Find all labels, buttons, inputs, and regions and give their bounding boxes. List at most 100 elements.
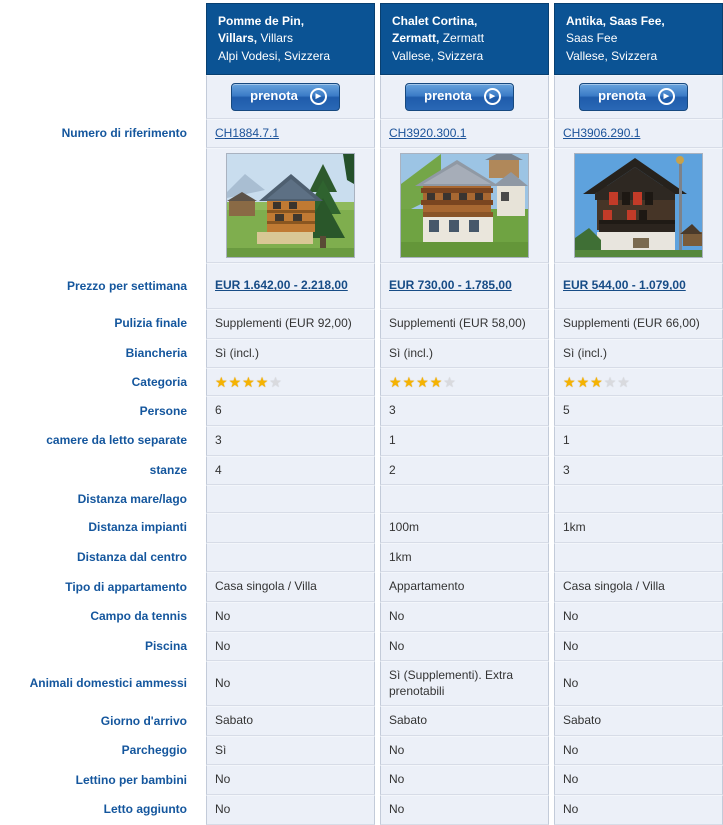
cell-text: 3	[389, 403, 396, 418]
row-label: Numero di riferimento	[61, 126, 187, 141]
value-cell: No	[206, 631, 375, 662]
value-cell: 1km	[554, 513, 723, 543]
cell-text: Sì (incl.)	[215, 345, 260, 360]
cell-text: 1km	[389, 549, 412, 564]
reference-link-2[interactable]: CH3920.300.1	[389, 125, 467, 140]
cell-text: Appartamento	[389, 579, 465, 594]
star-rating: ★★★★★	[563, 375, 631, 389]
value-cell: No	[554, 631, 723, 662]
star-empty-icon: ★	[617, 374, 631, 391]
value-cell: No	[380, 735, 549, 766]
price-link[interactable]: EUR 1.642,00 - 2.218,00	[215, 278, 348, 293]
star-filled-icon: ★	[389, 374, 403, 391]
cell-text: Sabato	[563, 713, 602, 728]
value-cell: 4	[206, 455, 375, 486]
booking-cell-1: prenota ▶	[206, 75, 375, 120]
value-cell: EUR 544,00 - 1.079,00	[554, 263, 723, 310]
value-cell: ★★★★★	[554, 368, 723, 397]
cell-text: No	[563, 675, 579, 690]
book-button-3[interactable]: prenota ▶	[579, 83, 688, 112]
cell-text: Sì (incl.)	[563, 345, 608, 360]
value-cell: 5	[554, 396, 723, 426]
value-cell: 3	[206, 425, 375, 456]
row-label: Persone	[139, 403, 187, 418]
star-rating: ★★★★★	[389, 375, 457, 389]
value-cell: No	[554, 795, 723, 825]
property-name: Antika, Saas Fee,	[566, 14, 665, 28]
row-label: Lettino per bambini	[75, 772, 187, 787]
resort-name: Saas Fee	[566, 31, 618, 46]
cell-text: No	[389, 608, 405, 623]
resort-name: Villars	[260, 31, 293, 46]
property-name: Chalet Cortina,	[392, 14, 478, 28]
booking-row: prenota ▶ prenota ▶ prenota ▶	[0, 75, 723, 120]
row-label: Pulizia finale	[114, 316, 187, 331]
comparison-rows: Prezzo per settimana EUR 1.642,00 - 2.218…	[0, 263, 723, 825]
value-cell: 2	[380, 455, 549, 486]
row-label: camere da letto separate	[46, 433, 187, 448]
cell-text: Casa singola / Villa	[563, 579, 665, 594]
booking-cell-3: prenota ▶	[554, 75, 723, 120]
arrow-right-icon: ▶	[483, 88, 501, 106]
row-label: Prezzo per settimana	[66, 278, 187, 293]
value-cell: Sì (incl.)	[554, 338, 723, 369]
cell-text: Sì (Supplementi). Extra prenotabili	[389, 668, 514, 698]
value-cell	[206, 513, 375, 543]
star-filled-icon: ★	[228, 374, 243, 391]
value-cell: No	[206, 601, 375, 632]
cell-text: 3	[563, 462, 570, 477]
cell-text: 5	[563, 403, 570, 418]
row-label: Distanza mare/lago	[77, 491, 187, 506]
value-cell: No	[206, 661, 375, 707]
cell-text: Sabato	[389, 713, 428, 728]
row-label: Biancheria	[125, 346, 187, 361]
book-button-2[interactable]: prenota ▶	[405, 83, 514, 112]
row-label: Distanza dal centro	[76, 550, 187, 565]
reference-link-1[interactable]: CH1884.7.1	[215, 125, 280, 140]
table-row: Lettino per bambini No No No	[0, 765, 723, 796]
cell-text: No	[215, 638, 231, 653]
value-cell: Supplementi (EUR 58,00)	[380, 309, 549, 339]
value-cell	[206, 485, 375, 514]
star-filled-icon: ★	[242, 374, 256, 391]
price-link[interactable]: EUR 544,00 - 1.079,00	[563, 278, 686, 293]
cell-text: No	[389, 638, 405, 653]
star-filled-icon: ★	[402, 374, 417, 391]
table-row: Campo da tennis No No No	[0, 601, 723, 632]
value-cell: 3	[380, 396, 549, 426]
row-label: Giorno d'arrivo	[100, 713, 187, 728]
book-button-1[interactable]: prenota ▶	[231, 83, 340, 112]
value-cell: No	[206, 795, 375, 825]
region-country: Alpi Vodesi, Svizzera	[218, 48, 331, 63]
reference-link-3[interactable]: CH3906.290.1	[563, 125, 641, 140]
value-cell: No	[380, 795, 549, 825]
value-cell: ★★★★★	[380, 368, 549, 397]
star-filled-icon: ★	[576, 374, 591, 391]
value-cell: Sì (incl.)	[206, 338, 375, 369]
column-header-3: Antika, Saas Fee, Saas Fee Vallese, Sviz…	[554, 3, 723, 76]
value-cell: No	[380, 631, 549, 662]
star-filled-icon: ★	[590, 374, 604, 391]
cell-text: 6	[215, 403, 222, 418]
property-photo-1[interactable]	[226, 153, 355, 259]
property-name-2: Villars,	[218, 31, 258, 46]
table-row: Distanza dal centro 1km	[0, 542, 723, 573]
value-cell: 1	[554, 425, 723, 456]
property-photo-2[interactable]	[400, 153, 529, 259]
cell-text: 1	[389, 432, 396, 447]
cell-text: 2	[389, 462, 396, 477]
star-empty-icon: ★	[269, 374, 283, 391]
value-cell	[554, 485, 723, 514]
cell-text: No	[215, 608, 231, 623]
cell-text: 4	[215, 462, 222, 477]
value-cell: 1	[380, 425, 549, 456]
cell-text: No	[563, 608, 579, 623]
price-link[interactable]: EUR 730,00 - 1.785,00	[389, 278, 512, 293]
property-photo-3[interactable]	[574, 153, 703, 259]
table-row: Prezzo per settimana EUR 1.642,00 - 2.218…	[0, 263, 723, 310]
cell-text: No	[563, 802, 579, 817]
value-cell	[380, 485, 549, 514]
cell-text: 100m	[389, 520, 420, 535]
column-header-2: Chalet Cortina, Zermatt, Zermatt Vallese…	[380, 3, 549, 76]
